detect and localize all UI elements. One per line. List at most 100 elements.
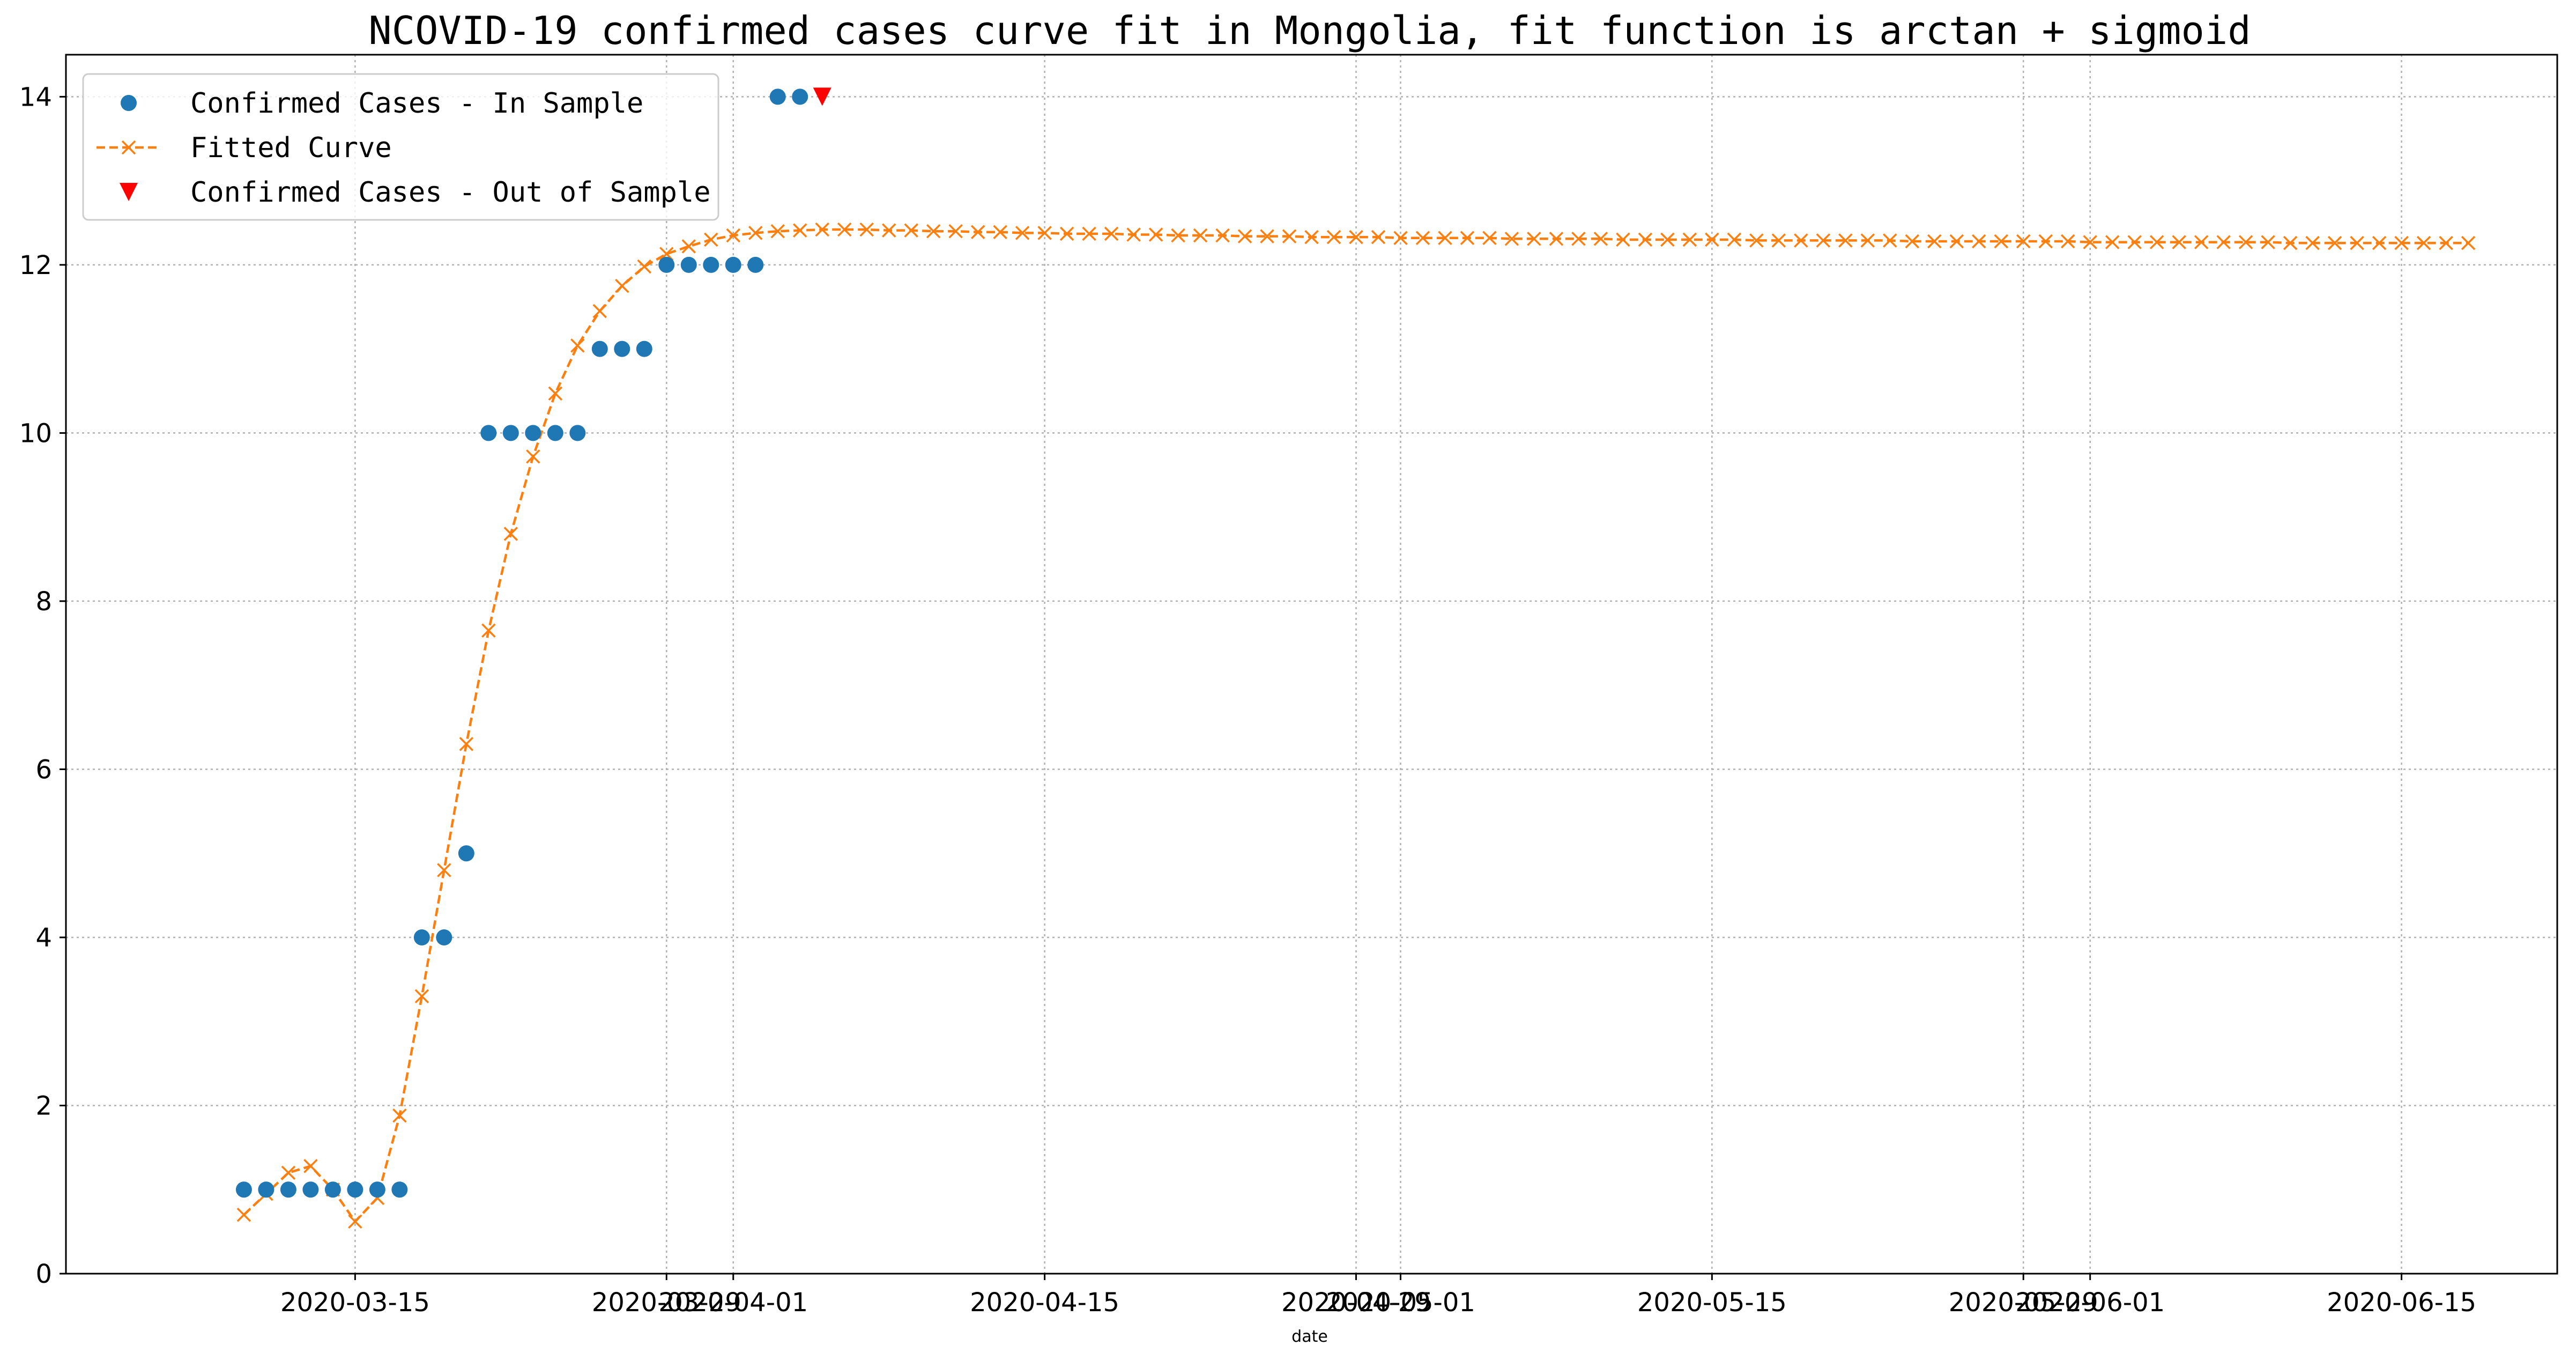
fitted-point (1237, 229, 1252, 243)
fitted-point (1104, 226, 1119, 241)
in-sample-point (391, 1181, 408, 1198)
legend-marker-in-sample (121, 95, 137, 111)
y-tick-label: 2 (35, 1091, 52, 1121)
y-tick-label: 8 (35, 587, 52, 617)
fitted-point (1326, 230, 1341, 245)
fitted-point (2149, 235, 2164, 249)
x-tick-label: 2020-05-29 (1949, 1288, 2098, 1318)
in-sample-point (413, 929, 430, 945)
fitted-point (1927, 234, 1942, 249)
fitted-point (926, 224, 941, 239)
fitted-point (2238, 235, 2253, 249)
series-layer (235, 87, 2476, 1229)
in-sample-point (480, 425, 497, 441)
chart-title: NCOVID-19 confirmed cases curve fit in M… (368, 8, 2251, 53)
fitted-point (1638, 232, 1653, 247)
fitted-point (1260, 229, 1274, 243)
fitted-point (2127, 235, 2142, 249)
x-tick-label: 2020-06-01 (2015, 1288, 2165, 1318)
fitted-point (1549, 232, 1564, 246)
fitted-point (2060, 234, 2075, 249)
in-sample-point (436, 929, 452, 945)
fitted-point (1727, 232, 1742, 247)
y-tick-label: 0 (35, 1259, 52, 1289)
fitted-point (459, 737, 474, 751)
fitted-point (1015, 226, 1030, 240)
in-sample-point (591, 341, 608, 357)
fitted-point (2016, 234, 2031, 249)
fitted-point (1504, 232, 1519, 246)
fitted-point (1171, 228, 1185, 243)
in-sample-point (235, 1181, 252, 1198)
fitted-point (1349, 230, 1363, 245)
fitted-point (2283, 235, 2298, 250)
legend-label: Fitted Curve (190, 132, 392, 164)
x-tick-label: 2020-03-15 (280, 1288, 430, 1318)
fitted-point (2216, 235, 2231, 249)
fitted-point (414, 989, 429, 1003)
x-tick-label: 2020-03-29 (592, 1288, 741, 1318)
y-tick-label: 10 (19, 418, 52, 448)
fitted-point (570, 338, 585, 353)
in-sample-point (258, 1181, 274, 1198)
fitted-point (1193, 228, 1208, 243)
fitted-point (837, 222, 852, 237)
fitted-point (1971, 234, 1986, 249)
fitted-point (1883, 233, 1897, 248)
in-sample-point (280, 1181, 296, 1198)
plot-area (65, 54, 2558, 1275)
fitted-point (881, 223, 896, 238)
fitted-point (2305, 235, 2320, 250)
y-tick-label: 4 (35, 923, 52, 953)
in-sample-point (792, 88, 808, 105)
fitted-point (704, 232, 718, 247)
fitted-point (2439, 235, 2453, 250)
in-sample-point (703, 256, 719, 273)
fitted-point (2327, 235, 2342, 250)
fitted-point (1860, 233, 1875, 248)
legend-box (82, 73, 719, 221)
legend-label: Confirmed Cases - In Sample (190, 87, 643, 120)
fitted-point (1082, 226, 1096, 241)
out-of-sample-point (813, 87, 832, 106)
fitted-point (1059, 226, 1074, 241)
in-sample-point (636, 341, 652, 357)
fitted-point (1148, 227, 1163, 242)
fitted-point (236, 1208, 251, 1222)
fitted-point (481, 623, 496, 638)
y-axis: 0 2 4 6 8 10 12 14 (19, 82, 66, 1289)
fitted-point (681, 239, 696, 254)
fitted-point (1682, 232, 1697, 247)
fitted-point (348, 1214, 362, 1229)
fitted-point (770, 224, 785, 239)
fitted-point (1771, 233, 1786, 248)
fitted-point (748, 226, 763, 240)
fitted-point (1415, 231, 1430, 245)
fitted-point (948, 224, 963, 239)
x-axis-label: date (1291, 1327, 1328, 1346)
fitted-point (815, 222, 829, 237)
fitted-point (993, 225, 1007, 239)
fitted-point (1304, 230, 1319, 245)
fitted-point (637, 259, 652, 274)
fitted-point (2372, 235, 2387, 250)
fitted-point (1794, 233, 1808, 248)
fitted-point (548, 386, 563, 401)
fitted-point (1460, 231, 1475, 245)
fitted-point (1994, 234, 2008, 249)
fitted-point (1037, 226, 1052, 240)
fitted-point (592, 304, 607, 319)
in-sample-point (369, 1181, 385, 1198)
in-sample-point (347, 1181, 363, 1198)
fitted-point (615, 278, 629, 293)
grid (66, 55, 2557, 1275)
fitted-point (503, 527, 518, 541)
fitted-point (1905, 234, 1919, 249)
fitted-point (2172, 235, 2186, 249)
in-sample-point (614, 341, 630, 357)
legend-marker-fitted (121, 140, 136, 155)
fitted-point (2261, 235, 2275, 249)
x-tick-label: 2020-04-01 (658, 1288, 808, 1318)
in-sample-point (302, 1181, 319, 1198)
fitted-point (2105, 235, 2120, 249)
